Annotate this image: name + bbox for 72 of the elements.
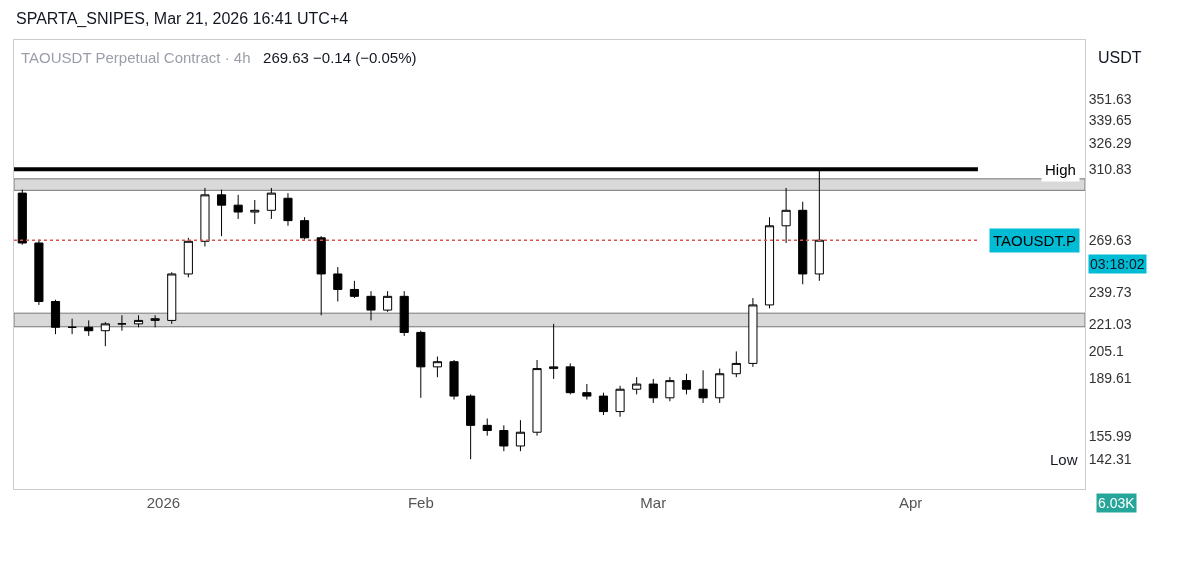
candlestick [416, 330, 426, 399]
candlestick [67, 318, 77, 335]
text: TAOUSDT Perpetual Contract · 4h [21, 49, 251, 66]
candlestick [349, 280, 359, 299]
y-tick-label: 326.29 [1088, 134, 1132, 151]
candlestick [781, 187, 791, 244]
annotation: Low [1050, 451, 1078, 468]
candlestick [582, 383, 592, 401]
candlestick [615, 385, 625, 418]
candlestick [84, 319, 94, 337]
x-tick-label: Feb [407, 494, 434, 511]
y-tick-label: 221.03 [1088, 315, 1132, 332]
candlestick [698, 369, 708, 404]
candlestick [266, 187, 276, 220]
y-tick-label: 339.65 [1088, 111, 1132, 128]
candlestick [598, 392, 609, 416]
x-tick-label: 2026 [146, 494, 181, 511]
ref-line-label: High [1045, 161, 1076, 178]
candlestick [764, 216, 775, 309]
ref-line-label: TAOUSDT.P [993, 232, 1077, 249]
y-axis-title: USDT [1098, 49, 1142, 66]
candlestick [200, 187, 210, 247]
candlestick [150, 314, 160, 328]
y-tick-label: 189.61 [1088, 369, 1132, 386]
candlestick [466, 393, 476, 460]
text: 03:18:02 [1090, 256, 1145, 272]
candlestick [715, 368, 725, 404]
candlestick [316, 235, 326, 316]
candlestick [449, 359, 459, 401]
candlestick [549, 323, 559, 380]
x-tick-label: Apr [898, 494, 923, 511]
y-tick-label: 310.83 [1088, 161, 1132, 178]
candlestick [665, 376, 675, 402]
candlestick [233, 194, 243, 220]
y-tick-label: 142.31 [1088, 451, 1132, 468]
candlestick [565, 362, 575, 395]
candlestick [183, 237, 193, 278]
candlestick [333, 266, 343, 302]
candlestick [366, 290, 376, 321]
candlestick [17, 189, 27, 246]
candlestick [748, 297, 758, 368]
candlestick [515, 419, 526, 452]
candlestick [167, 271, 177, 325]
y-tick-label: 205.1 [1088, 343, 1125, 360]
candlestick [731, 350, 741, 378]
candlestick [432, 356, 442, 378]
candlestick [399, 290, 409, 337]
candlestick [50, 299, 61, 335]
candlestick [383, 290, 393, 313]
x-tick-label: Mar [640, 494, 667, 511]
candlestick [133, 314, 144, 328]
candlestick [632, 376, 642, 395]
candlestick [482, 417, 492, 437]
candlestick [117, 314, 127, 332]
candlestick [283, 192, 293, 227]
text: 6.03K [1098, 495, 1136, 511]
candlestick [648, 378, 658, 404]
y-tick-label: 239.73 [1088, 283, 1132, 300]
y-tick-label: 155.99 [1088, 427, 1132, 444]
candlestick [798, 201, 808, 285]
candlestick [100, 321, 110, 347]
candlestick [216, 189, 227, 237]
y-tick-label: 351.63 [1088, 91, 1132, 108]
text: 269.63 −0.14 (−0.05%) [263, 49, 417, 66]
candlestick [300, 216, 310, 241]
candlestick [532, 359, 542, 437]
y-tick-label: 269.63 [1088, 232, 1132, 249]
candlestick [499, 424, 509, 452]
candlestick [34, 239, 44, 306]
candlestick [681, 373, 692, 395]
candlestick [250, 199, 260, 225]
text: SPARTA_SNIPES, Mar 21, 2026 16:41 UTC+4 [16, 10, 349, 28]
